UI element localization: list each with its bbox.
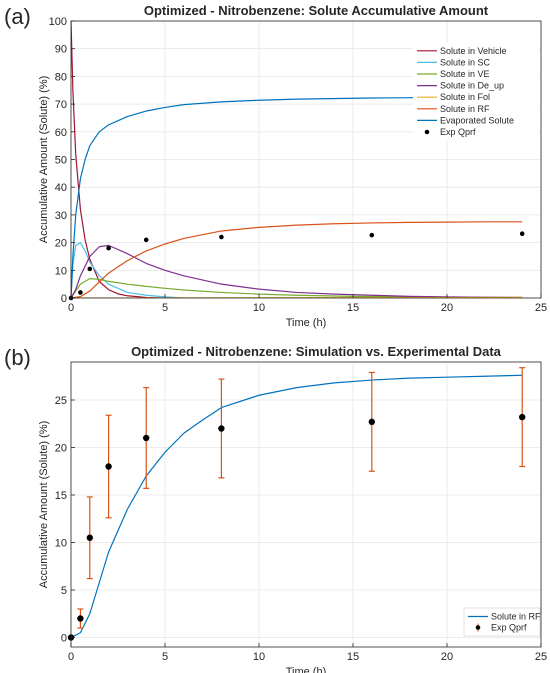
series-line: [71, 374, 523, 639]
series-line: [71, 242, 184, 298]
data-point: [519, 231, 525, 237]
x-tick-label: 0: [68, 651, 74, 663]
y-tick-label: 70: [55, 99, 67, 111]
x-tick-label: 15: [347, 302, 359, 314]
panel-a-label: (a): [4, 4, 31, 29]
data-point: [143, 237, 149, 243]
legend-label: Solute in Fol: [440, 92, 490, 102]
x-axis-label: Time (h): [286, 317, 327, 329]
chart-title: Optimized - Nitrobenzene: Solute Accumul…: [144, 3, 489, 18]
data-point: [368, 418, 375, 426]
x-tick-label: 20: [441, 302, 453, 314]
chart-title: Optimized - Nitrobenzene: Simulation vs.…: [131, 344, 502, 359]
y-tick-label: 25: [55, 395, 67, 407]
y-tick-label: 10: [55, 265, 67, 277]
legend-label: Solute in De_up: [440, 81, 504, 91]
panel-b-label: (b): [4, 345, 31, 370]
x-tick-label: 25: [535, 302, 547, 314]
data-point: [78, 290, 83, 295]
legend-label: Solute in Vehicle: [440, 46, 507, 56]
axes-frame: [70, 361, 542, 648]
y-tick-label: 0: [61, 293, 67, 305]
data-point: [106, 245, 111, 251]
y-tick-label: 80: [55, 71, 67, 83]
legend-label: Exp Qprf: [440, 127, 476, 137]
series-line: [71, 221, 523, 298]
data-point: [87, 266, 93, 272]
legend-label: Evaporated Solute: [440, 115, 514, 125]
x-tick-label: 5: [162, 651, 168, 663]
data-point: [369, 232, 375, 238]
y-tick-label: 20: [55, 238, 67, 250]
y-tick-label: 0: [61, 633, 67, 645]
legend-label: Solute in RF: [440, 104, 490, 114]
y-tick-label: 5: [61, 585, 67, 597]
y-tick-label: 50: [55, 155, 67, 167]
y-tick-label: 20: [55, 443, 67, 455]
legend-label: Solute in SC: [440, 57, 491, 67]
data-point: [143, 434, 150, 442]
series-line: [71, 278, 523, 298]
y-tick-label: 60: [55, 127, 67, 139]
legend-swatch-marker: [424, 129, 430, 135]
data-point: [218, 425, 225, 432]
legend-label: Exp Qprf: [491, 623, 527, 633]
y-tick-label: 15: [55, 490, 67, 502]
legend-box: [463, 607, 541, 637]
series-layer: [71, 367, 526, 639]
series-line: [71, 21, 166, 298]
x-tick-label: 5: [162, 302, 168, 314]
x-tick-label: 20: [441, 651, 453, 663]
chart-b: 0 5 10 15 20 25 0 5 10 15 20 25 Optimized - Nitroben…: [38, 344, 547, 673]
data-point: [86, 534, 94, 541]
legend-label: Solute in VE: [440, 69, 490, 79]
y-tick-label: 90: [55, 44, 67, 56]
y-tick-label: 40: [55, 182, 67, 194]
y-axis-label: Accumulative Amount (Solute) (%): [38, 76, 50, 244]
x-axis-label: Time (h): [286, 666, 327, 673]
x-tick-label: 0: [68, 302, 74, 314]
legend-swatch-marker: [475, 625, 481, 630]
chart-a: 0 5 10 15 20 25 0 10 20 30 40 50 60 70 80 90 100 Optimize…: [38, 3, 547, 329]
y-tick-label: 100: [49, 16, 67, 28]
x-tick-label: 15: [347, 651, 359, 663]
plot-area: [71, 362, 541, 647]
x-tick-label: 10: [253, 302, 265, 314]
data-point: [105, 463, 112, 470]
y-axis-label: Accumulative Amount (Solute) (%): [38, 421, 50, 589]
series-line: [71, 96, 523, 298]
x-tick-label: 25: [535, 651, 547, 663]
series-line: [71, 244, 523, 298]
data-point: [77, 615, 84, 622]
data-point: [219, 234, 224, 240]
x-tick-label: 10: [253, 651, 265, 663]
legend-box: [413, 42, 539, 141]
legend-label: Solute in RF: [491, 612, 541, 622]
y-tick-label: 30: [55, 210, 67, 222]
data-point: [519, 413, 526, 421]
y-tick-label: 10: [55, 538, 67, 550]
